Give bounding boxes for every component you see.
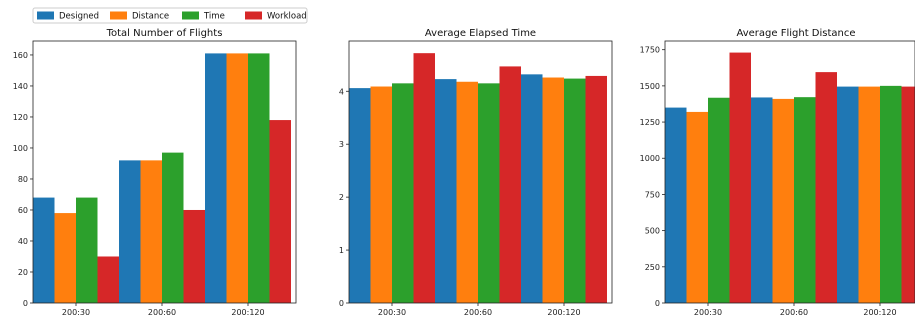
- y-tick-label: 40: [18, 237, 28, 246]
- bar-distance-200-120: [226, 53, 248, 304]
- bar-designed-200-60: [119, 160, 141, 303]
- bar-workload-200-30: [729, 52, 751, 303]
- x-tick-label: 200:120: [547, 308, 580, 317]
- legend-frame: [32, 7, 308, 24]
- bar-workload-200-30: [97, 256, 119, 303]
- legend-label: Designed: [59, 12, 99, 22]
- x-tick-label: 200:60: [780, 308, 808, 317]
- bar-time-200-120: [564, 78, 586, 303]
- x-tick-label: 200:30: [378, 308, 406, 317]
- axes-frame: [348, 40, 613, 304]
- bar-time-200-60: [478, 83, 500, 303]
- legend-swatch: [37, 11, 54, 20]
- y-tick-label: 60: [18, 206, 28, 215]
- bar-designed-200-120: [205, 53, 227, 304]
- y-tick-label: 1750: [640, 46, 660, 55]
- y-tick-label: 4: [339, 87, 344, 96]
- x-tick-label: 200:30: [694, 308, 722, 317]
- legend-entry: Distance: [110, 11, 169, 22]
- bar-time-200-60: [794, 97, 816, 303]
- bar-distance-200-30: [54, 213, 76, 303]
- bar-time-200-30: [76, 197, 98, 303]
- bar-workload-200-30: [413, 53, 435, 303]
- bar-workload-200-60: [499, 66, 521, 303]
- charts: 200:30 200:60 200:120020406080100120140160…: [13, 28, 915, 317]
- y-tick-label: 1500: [640, 82, 660, 91]
- bar-distance-200-30: [686, 111, 708, 304]
- legend-swatch: [245, 11, 262, 20]
- bar-distance-200-30: [370, 86, 392, 304]
- bar-distance-200-60: [140, 160, 162, 303]
- legend-label: Time: [203, 12, 225, 22]
- bar-workload-200-60: [183, 209, 205, 303]
- legend-label: Distance: [132, 12, 169, 22]
- legend-label: Workload: [267, 12, 307, 22]
- bar-distance-200-120: [542, 77, 564, 304]
- y-tick-label: 120: [13, 113, 28, 122]
- bar-distance-200-60: [456, 81, 478, 303]
- bar-time-200-120: [248, 53, 270, 304]
- chart-title: Average Flight Distance: [736, 28, 855, 39]
- bar-time-200-120: [880, 85, 902, 304]
- chart-title: Average Elapsed Time: [425, 28, 536, 39]
- y-tick-label: 500: [645, 227, 660, 236]
- legend-entry: Workload: [245, 11, 307, 22]
- y-tick-label: 0: [23, 299, 28, 308]
- chart-title: Total Number of Flights: [106, 28, 223, 39]
- y-tick-label: 250: [645, 263, 660, 272]
- bar-designed-200-60: [751, 97, 773, 303]
- bar-designed-200-30: [33, 197, 55, 303]
- legend-swatch: [182, 11, 199, 20]
- x-tick-label: 200:60: [148, 308, 176, 317]
- bar-distance-200-120: [858, 86, 880, 303]
- y-tick-label: 0: [339, 299, 344, 308]
- x-tick-label: 200:30: [62, 308, 90, 317]
- y-tick-label: 100: [13, 144, 28, 153]
- legend: Designed Distance Time Workload: [32, 7, 308, 24]
- y-tick-label: 3: [339, 140, 344, 149]
- chart-2: 200:30 200:60 200:120 0 1 2 3 4 Average Elapsed …: [339, 28, 613, 317]
- y-tick-label: 0: [655, 299, 660, 308]
- bar-designed-200-60: [435, 79, 457, 303]
- bar-workload-200-120: [269, 120, 291, 303]
- chart-1: 200:30 200:60 200:120 0 20 40 60 80 100 120 140 160…: [13, 28, 297, 317]
- legend-entry: Time: [182, 11, 225, 22]
- y-tick-label: 1250: [640, 118, 660, 127]
- y-tick-label: 160: [13, 51, 28, 60]
- y-tick-label: 1000: [640, 154, 660, 163]
- bar-designed-200-30: [665, 107, 687, 303]
- y-tick-label: 140: [13, 82, 28, 91]
- bar-designed-200-120: [837, 86, 859, 303]
- bar-designed-200-120: [521, 74, 543, 303]
- bar-workload-200-60: [815, 72, 837, 304]
- y-tick-label: 750: [645, 190, 660, 199]
- x-tick-label: 200:120: [863, 308, 896, 317]
- bar-time-200-30: [392, 83, 414, 303]
- x-tick-label: 200:60: [464, 308, 492, 317]
- bar-time-200-30: [708, 97, 730, 304]
- y-tick-label: 20: [18, 268, 28, 277]
- legend-entry: Designed: [37, 11, 99, 22]
- bar-distance-200-60: [772, 98, 794, 304]
- chart-3: 200:30 200:60 200:120 0 250 500 750 1000 1250 150…: [640, 28, 915, 317]
- y-tick-label: 1: [339, 246, 344, 255]
- bar-designed-200-30: [349, 88, 371, 303]
- axes-frame: [32, 40, 297, 304]
- legend-swatch: [110, 11, 127, 20]
- x-tick-label: 200:120: [231, 308, 264, 317]
- bar-workload-200-120: [901, 86, 915, 303]
- bar-workload-200-120: [585, 75, 607, 304]
- bar-time-200-60: [162, 152, 184, 303]
- y-tick-label: 2: [339, 193, 344, 202]
- y-tick-label: 80: [18, 175, 28, 184]
- axes-frame: [664, 40, 915, 304]
